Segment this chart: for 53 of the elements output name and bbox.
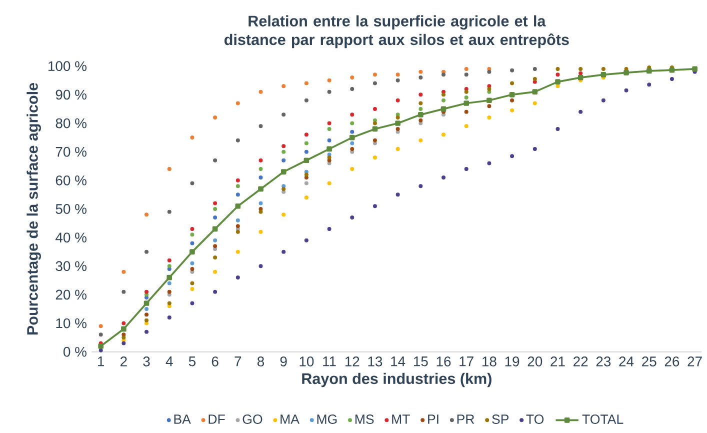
x-tick-label: 26 <box>664 356 680 367</box>
y-tick-label: 10 % <box>56 318 86 328</box>
x-tick-label: 17 <box>460 356 474 366</box>
y-tick-label: 30 % <box>56 261 86 272</box>
x-tick-label: 25 <box>642 356 656 367</box>
y-axis-title: Pourcentage de la surface agricole <box>26 83 41 335</box>
x-tick-label: 22 <box>574 356 588 366</box>
legend-label: MS <box>355 414 374 424</box>
x-tick-label: 19 <box>505 356 520 367</box>
legend-label: DF <box>208 414 225 424</box>
legend-label: GO <box>242 414 262 424</box>
legend-label: MA <box>280 414 300 424</box>
x-tick-label: 4 <box>166 356 173 366</box>
x-tick-label: 13 <box>368 356 382 367</box>
legend-label: PR <box>457 414 474 424</box>
x-tick-label: 21 <box>550 356 565 366</box>
y-tick-label: 20 % <box>56 290 86 300</box>
x-tick-label: 9 <box>280 356 287 367</box>
x-tick-label: 2 <box>120 356 127 366</box>
x-tick-label: 18 <box>482 356 496 367</box>
x-tick-label: 6 <box>212 356 218 367</box>
legend-label: TO <box>526 414 544 424</box>
y-tick-label: 90 % <box>56 90 86 100</box>
x-tick-label: 8 <box>257 356 264 367</box>
y-tick-label: 0 % <box>64 347 86 357</box>
x-tick-label: 27 <box>688 356 702 366</box>
legend-label: MG <box>317 414 337 424</box>
x-tick-label: 16 <box>436 356 451 367</box>
x-tick-label: 3 <box>143 356 150 367</box>
x-tick-label: 1 <box>98 356 104 366</box>
y-tick-label: 80 % <box>56 118 86 128</box>
chart-title: Relation entre la superficie agricole et la distance par rapport aux silos et aux entrepôts <box>224 15 569 48</box>
x-axis-title: Rayon des industries (km) <box>302 373 492 388</box>
legend-label: BA <box>174 414 191 424</box>
x-tick-label: 11 <box>323 356 336 366</box>
x-tick-label: 20 <box>528 356 542 367</box>
x-tick-label: 12 <box>345 356 360 366</box>
y-tick-label: 100 % <box>48 61 86 72</box>
y-tick-label: 70 % <box>56 147 86 157</box>
legend-label: SP <box>492 414 509 424</box>
y-tick-label: 40 % <box>56 232 86 243</box>
legend-label: PI <box>428 414 438 424</box>
x-tick-label: 7 <box>234 356 242 366</box>
legend-label: MT <box>392 414 410 424</box>
legend-label: TOTAL <box>582 414 624 424</box>
y-tick-label: 50 % <box>56 204 86 214</box>
x-tick-label: 15 <box>414 356 428 366</box>
x-tick-label: 23 <box>596 356 611 367</box>
y-tick-label: 60 % <box>56 176 86 186</box>
x-tick-label: 5 <box>188 356 196 366</box>
x-tick-label: 14 <box>391 356 406 366</box>
x-tick-label: 10 <box>300 356 314 367</box>
x-tick-label: 24 <box>619 356 634 366</box>
